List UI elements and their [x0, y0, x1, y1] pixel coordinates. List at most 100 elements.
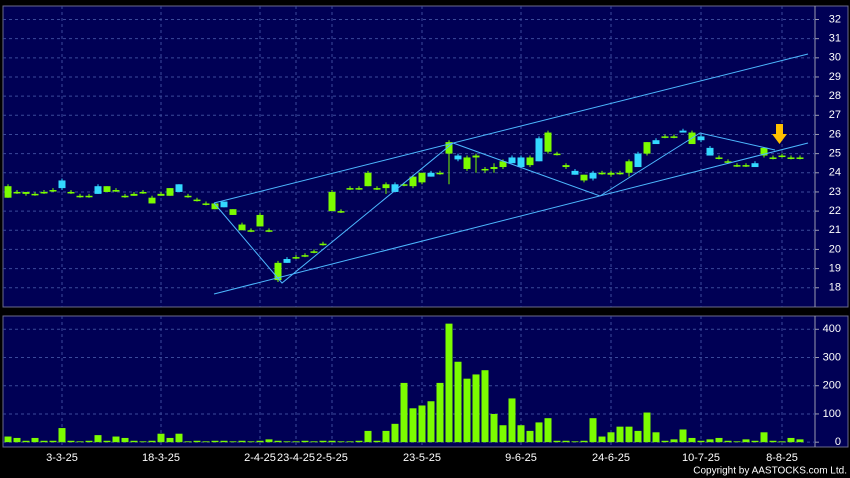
volume-bar	[13, 437, 21, 443]
volume-bar	[166, 437, 174, 443]
y-tick-label: 23	[829, 186, 841, 198]
volume-bar	[283, 441, 291, 443]
volume-bar	[139, 441, 147, 443]
y-tick-label: 25	[829, 148, 841, 160]
volume-bar	[796, 439, 804, 443]
volume-bar	[454, 361, 462, 443]
volume-bar	[229, 441, 237, 443]
volume-bar	[31, 437, 39, 443]
y-tick-label: 300	[823, 351, 841, 363]
volume-bar	[661, 440, 669, 443]
volume-bar	[472, 374, 480, 443]
volume-bar	[706, 439, 714, 443]
candle-body	[346, 188, 354, 190]
y-tick-label: 200	[823, 380, 841, 392]
volume-bar	[688, 437, 696, 443]
volume-bar	[94, 435, 102, 443]
arrow-head	[772, 134, 787, 144]
volume-bar	[184, 441, 192, 443]
volume-bar	[679, 429, 687, 443]
candle-body	[589, 172, 597, 179]
candle-body	[418, 172, 426, 183]
volume-bar	[517, 425, 525, 443]
volume-bar	[391, 423, 399, 443]
volume-bar	[598, 436, 606, 443]
y-tick-label: 400	[823, 323, 841, 335]
candle-body	[787, 157, 795, 159]
volume-bar	[22, 440, 30, 443]
volume-bar	[526, 430, 534, 443]
candle-body	[40, 191, 48, 194]
channel-lower	[213, 142, 809, 295]
candle-body	[463, 157, 471, 169]
volume-bar	[436, 382, 444, 443]
x-tick-label: 2-5-25	[316, 452, 348, 464]
candle-body	[112, 190, 120, 192]
volume-bar	[742, 439, 750, 443]
candle-body	[85, 195, 93, 198]
volume-bar	[697, 440, 705, 443]
candle-body	[355, 188, 363, 190]
candle-body	[562, 165, 570, 168]
volume-bar	[499, 425, 507, 443]
candle-body	[436, 172, 444, 175]
candle-body	[742, 165, 750, 167]
volume-bar	[562, 440, 570, 443]
volume-bar	[364, 430, 372, 443]
volume-bar	[607, 432, 615, 443]
y-tick-label: 21	[829, 224, 841, 236]
candle-body	[58, 180, 66, 189]
candle-body	[634, 153, 642, 168]
volume-bar	[202, 441, 210, 443]
candle-body	[751, 163, 759, 168]
candle-body	[706, 147, 714, 156]
candle-body	[670, 136, 678, 138]
candle-body	[535, 138, 543, 162]
candle-body	[193, 199, 201, 202]
volume-bar	[292, 441, 300, 443]
volume-bar	[634, 430, 642, 443]
volume-bar	[652, 432, 660, 443]
candle-body	[454, 155, 462, 160]
volume-bar	[715, 437, 723, 443]
volume-bar	[58, 428, 66, 443]
candle-body	[427, 172, 435, 177]
candle-body	[715, 157, 723, 159]
trend-lines	[213, 53, 809, 295]
candle-body	[184, 195, 192, 198]
volume-bar	[724, 440, 732, 443]
x-tick-label: 23-4-25	[277, 452, 315, 464]
volume-bar	[778, 441, 786, 443]
candle-body	[517, 157, 525, 168]
volume-bar	[238, 440, 246, 443]
candle-body	[571, 170, 579, 175]
volume-bar	[148, 440, 156, 443]
volume-bar	[508, 398, 516, 443]
volume-bar	[76, 441, 84, 443]
x-tick-label: 18-3-25	[142, 452, 180, 464]
volume-bar	[409, 408, 417, 443]
candle-body	[391, 184, 399, 192]
candle-body	[274, 262, 282, 281]
volume-bar	[265, 439, 273, 443]
volume-bar	[733, 441, 741, 443]
volume-bar	[103, 440, 111, 443]
candle-body	[229, 209, 237, 215]
volume-bar	[157, 433, 165, 443]
price-panel	[2, 5, 849, 308]
volume-bar	[625, 426, 633, 443]
volume-bar	[769, 440, 777, 443]
y-tick-label: 20	[829, 243, 841, 255]
y-tick-label: 32	[829, 13, 841, 25]
y-tick-label: 29	[829, 71, 841, 83]
volume-bar	[328, 440, 336, 443]
volume-bar	[751, 440, 759, 443]
x-tick-label: 9-6-25	[505, 452, 537, 464]
candle-body	[148, 197, 156, 204]
volume-bar	[760, 432, 768, 443]
candle-body	[733, 165, 741, 167]
candle-body	[301, 255, 309, 257]
volume-bar	[481, 370, 489, 443]
volume-bar	[247, 441, 255, 443]
candle-body	[76, 195, 84, 198]
